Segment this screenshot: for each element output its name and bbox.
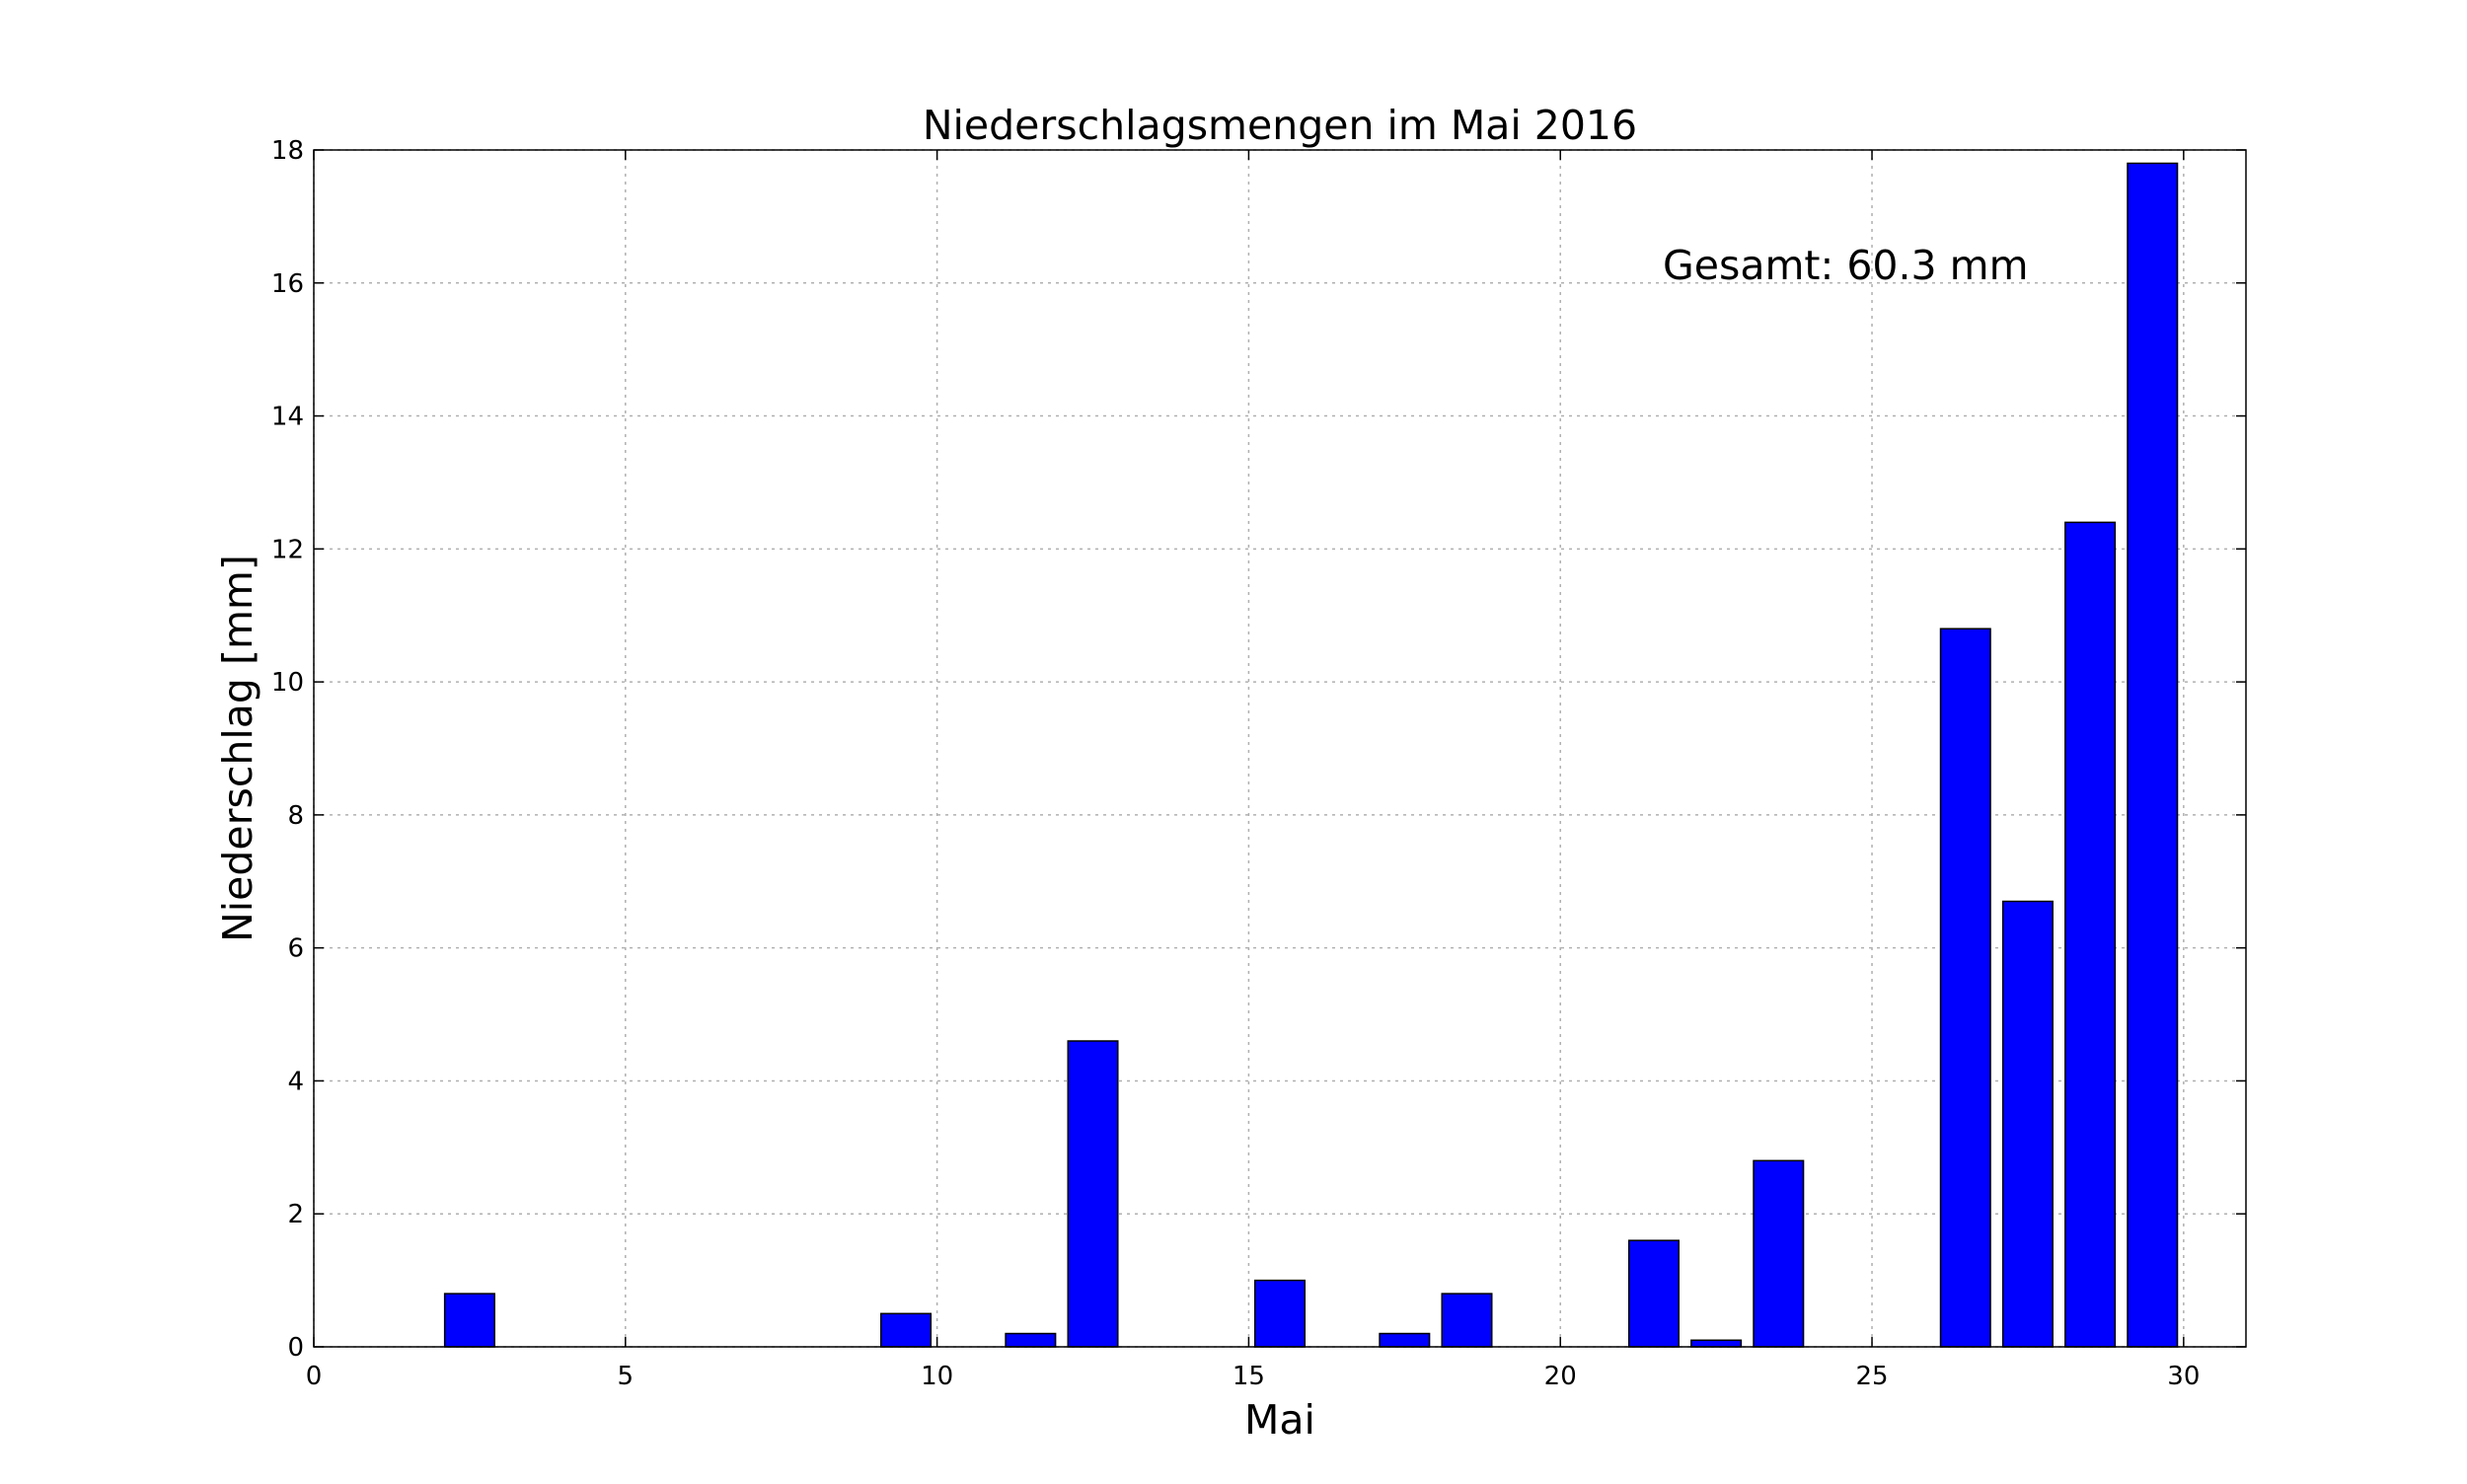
bar-day-18 — [1441, 1293, 1493, 1348]
axes: 0 5 10 15 20 25 30 0 2 4 6 8 10 12 14 16 18 — [271, 136, 2246, 1391]
y-tick-label: 6 — [287, 934, 304, 964]
y-tick-label: 0 — [287, 1333, 304, 1363]
x-tick-label: 15 — [1233, 1362, 1265, 1391]
bar-day-28 — [2064, 521, 2117, 1348]
y-axis-label: Niederschlag [mm] — [214, 555, 262, 942]
x-axis-label: Mai — [1244, 1396, 1315, 1444]
total-annotation: Gesamt: 60.3 mm — [1663, 242, 2029, 289]
x-tick-label: 20 — [1544, 1362, 1577, 1391]
bar-day-12 — [1067, 1040, 1119, 1348]
bar-day-17 — [1379, 1332, 1431, 1348]
y-tick-label: 4 — [287, 1067, 304, 1096]
bar-day-26 — [1939, 628, 1991, 1348]
y-tick-label: 2 — [287, 1200, 304, 1229]
x-tick-label: 10 — [921, 1362, 953, 1391]
bar-day-11 — [1005, 1332, 1057, 1348]
bars — [443, 162, 2179, 1348]
bar-day-27 — [2001, 900, 2054, 1348]
chart-title: Niederschlagsmengen im Mai 2016 — [923, 102, 1637, 149]
x-tick-label: 25 — [1855, 1362, 1888, 1391]
bar-day-9 — [880, 1312, 933, 1348]
bar-day-29 — [2127, 162, 2179, 1348]
bar-day-23 — [1753, 1159, 1805, 1348]
x-tick-label: 0 — [306, 1362, 323, 1391]
plot-frame — [313, 149, 2247, 1348]
y-tick-label: 18 — [271, 136, 304, 166]
x-tick-label: 5 — [618, 1362, 635, 1391]
y-tick-label: 16 — [271, 269, 304, 299]
x-tick-label: 30 — [2167, 1362, 2200, 1391]
bar-day-21 — [1627, 1239, 1680, 1348]
bar-day-22 — [1690, 1339, 1743, 1348]
y-tick-label: 10 — [271, 668, 304, 698]
y-tick-label: 12 — [271, 535, 304, 564]
y-tick-label: 8 — [287, 801, 304, 831]
y-tick-label: 14 — [271, 403, 304, 432]
bar-day-15 — [1253, 1279, 1307, 1348]
bar-day-2 — [443, 1293, 495, 1348]
